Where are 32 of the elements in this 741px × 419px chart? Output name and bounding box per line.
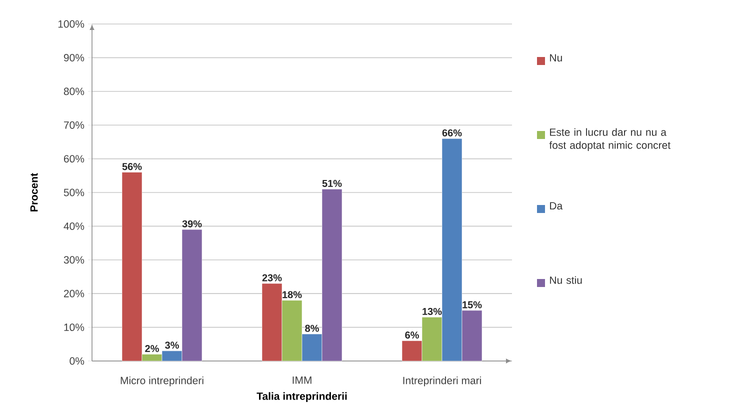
y-tick-label: 90% (64, 54, 84, 62)
legend-label: Este in lucru dar nu nu a fost adoptat nimic concret (549, 128, 670, 151)
y-tick-label: 60% (64, 155, 84, 163)
data-label: 15% (462, 301, 482, 308)
data-label: 8% (305, 324, 319, 332)
data-label: 13% (422, 308, 442, 316)
y-tick-label: 70% (64, 121, 84, 129)
legend-label: Da (550, 202, 563, 210)
y-tick-label: 10% (64, 324, 84, 332)
data-label: 66% (442, 129, 462, 136)
legend-label: Nu stiu (550, 276, 582, 284)
y-tick-label: 40% (64, 222, 84, 230)
data-label: 56% (122, 163, 142, 170)
y-tick-label: 0% (70, 357, 84, 365)
x-tick-label: Intreprinderi mari (403, 376, 481, 386)
y-tick-label: 50% (64, 188, 84, 196)
y-tick-label: 100% (58, 20, 84, 28)
legend-label: Nu (550, 54, 562, 62)
data-label: 6% (405, 332, 419, 339)
x-axis-title: Talia intreprinderii (256, 392, 347, 402)
y-tick-label: 20% (64, 290, 84, 298)
y-axis-title: Procent (30, 173, 38, 212)
data-label: 18% (282, 291, 302, 298)
data-label: 3% (165, 342, 179, 349)
x-tick-label: Micro intreprinderi (120, 376, 204, 386)
data-label: 2% (145, 345, 159, 352)
y-tick-label: 30% (64, 256, 84, 264)
data-label: 23% (262, 274, 282, 282)
data-label: 39% (182, 220, 202, 228)
x-tick-label: IMM (292, 376, 312, 384)
data-label: 51% (322, 180, 342, 187)
y-tick-label: 80% (64, 88, 84, 96)
